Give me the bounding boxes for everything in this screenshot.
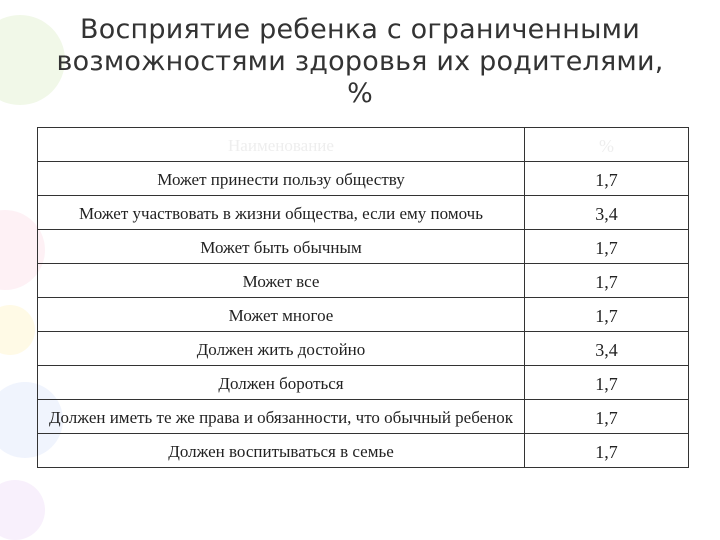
value-cell: 1,7: [524, 161, 689, 196]
table-row: Должен жить достойно 3,4: [37, 331, 689, 366]
table-row: Должен бороться 1,7: [37, 365, 689, 400]
table-row: Может быть обычным 1,7: [37, 229, 689, 264]
value-cell: 1,7: [524, 399, 689, 434]
label-cell: Должен жить достойно: [37, 331, 525, 366]
label-cell: Может многое: [37, 297, 525, 332]
label-cell: Может участвовать в жизни общества, если…: [37, 195, 525, 230]
value-cell: %: [524, 127, 689, 162]
header-row: Наименование%: [37, 127, 689, 162]
table-row: Может многое 1,7: [37, 297, 689, 332]
value-cell: 1,7: [524, 297, 689, 332]
value-cell: 3,4: [524, 331, 689, 366]
label-cell: Должен иметь те же права и обязанности, …: [37, 399, 525, 434]
table-row: Должен иметь те же права и обязанности, …: [37, 399, 689, 434]
label-cell: Должен бороться: [37, 365, 525, 400]
data-table: Наименование% Может принести пользу общес…: [37, 127, 689, 468]
table-row: Может участвовать в жизни общества, если…: [37, 195, 689, 230]
value-cell: 1,7: [524, 433, 689, 468]
value-cell: 1,7: [524, 229, 689, 264]
label-cell: Может все: [37, 263, 525, 298]
slide-title: Восприятие ребенка с ограниченными возмо…: [56, 14, 664, 109]
value-cell: 3,4: [524, 195, 689, 230]
value-cell: 1,7: [524, 263, 689, 298]
label-cell: Наименование: [37, 127, 525, 162]
label-cell: Может быть обычным: [37, 229, 525, 264]
label-cell: Должен воспитываться в семье: [37, 433, 525, 468]
table-row: Может принести пользу обществу 1,7: [37, 161, 689, 196]
label-cell: Может принести пользу обществу: [37, 161, 525, 196]
table-row: Может все 1,7: [37, 263, 689, 298]
value-cell: 1,7: [524, 365, 689, 400]
table-row: Должен воспитываться в семье 1,7: [37, 433, 689, 468]
